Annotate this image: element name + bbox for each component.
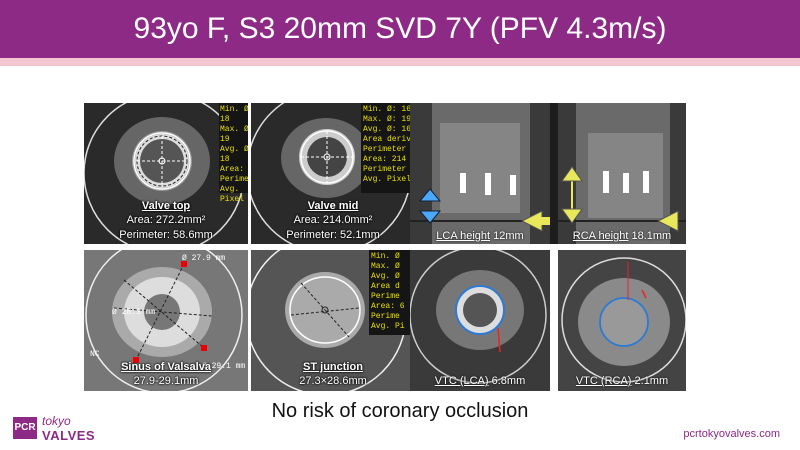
panel-lca-height: LCA height 12mm xyxy=(410,103,574,244)
conclusion-text: No risk of coronary occlusion xyxy=(271,400,529,422)
panel-sinus-valsalva: Ø 27.9 mm Ø 28.3 mm Ø 29.1 mm NC Sinus o… xyxy=(84,250,248,391)
ct-image-rca-height xyxy=(558,103,686,244)
vtc-lca-caption: VTC (LCA) 6.8mm xyxy=(434,375,526,387)
nc-label: NC xyxy=(90,350,100,359)
slide-title: 93yo F, S3 20mm SVD 7Y (PFV 4.3m/s) xyxy=(133,12,667,45)
sinus-label: Sinus of Valsalva xyxy=(121,361,211,373)
header-stripe xyxy=(0,58,800,66)
valve-top-label: Valve top xyxy=(141,200,191,212)
sinus-d2: Ø 28.3 mm xyxy=(112,308,156,317)
valve-top-perimeter: Perimeter: 58.6mm xyxy=(119,229,213,241)
ct-image-valve-mid xyxy=(251,103,415,244)
header-bar xyxy=(0,0,800,58)
panel-rca-height: RCA height 18.1mm xyxy=(558,103,686,244)
st-junction-label: ST junction xyxy=(303,361,363,373)
ct-image-sinus xyxy=(84,250,248,391)
sinus-d1: Ø 27.9 mm xyxy=(182,254,226,263)
panel-vtc-rca: VTC (RCA) 2.1mm xyxy=(558,250,686,391)
sinus-d3: Ø 29.1 mm xyxy=(202,362,246,371)
ct-image-lca-height xyxy=(410,103,550,244)
vtc-rca-caption: VTC (RCA) 2.1mm xyxy=(575,375,669,387)
lca-height-caption: LCA height 12mm xyxy=(436,230,524,242)
st-junction-value: 27.3×28.6mm xyxy=(299,375,367,387)
valve-mid-perimeter: Perimeter: 52.1mm xyxy=(286,229,380,241)
panel-vtc-lca: VTC (LCA) 6.8mm xyxy=(410,250,550,391)
ct-image-valve-top xyxy=(84,103,248,244)
rca-height-caption: RCA height 18.1mm xyxy=(572,230,672,242)
sinus-value: 27.9-29.1mm xyxy=(133,375,199,387)
valve-mid-label: Valve mid xyxy=(307,200,359,212)
panel-valve-mid: Min. Ø: 16 Max. Ø: 19 Avg. Ø: 16 Area deriv… xyxy=(251,103,415,244)
ct-image-vtc-lca xyxy=(410,250,550,391)
logo-valves-text: VALVES xyxy=(42,428,96,443)
panel-st-junction: Min. Ø Max. Ø Avg. Ø Area d Perime Area: 6 Per… xyxy=(251,250,415,391)
pcr-logo-box: PCR xyxy=(13,417,37,439)
website-url[interactable]: pcrtokyovalves.com xyxy=(683,428,780,440)
logo-tokyo-text: tokyo xyxy=(42,414,71,428)
ct-image-st-junction xyxy=(251,250,415,391)
valve-mid-area: Area: 214.0mm² xyxy=(293,214,373,226)
ct-image-vtc-rca xyxy=(558,250,686,391)
valve-top-area: Area: 272.2mm² xyxy=(126,214,206,226)
